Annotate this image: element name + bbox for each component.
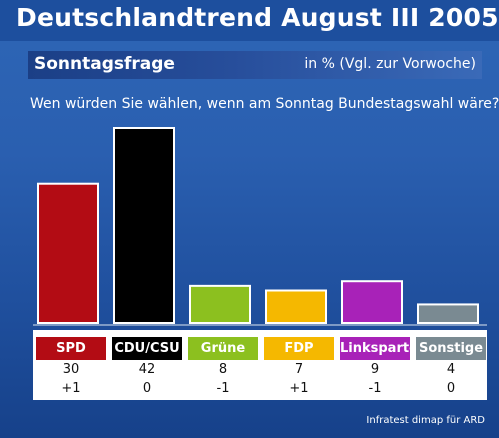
bar-2 xyxy=(189,284,251,325)
change-label-2: -1 xyxy=(216,381,230,396)
change-label-5: 0 xyxy=(446,381,456,396)
survey-question: Wen würden Sie wählen, wenn am Sonntag B… xyxy=(30,96,499,112)
category-label-0: SPD xyxy=(36,337,106,360)
bar-5 xyxy=(417,303,479,324)
category-label-2: Grüne xyxy=(188,337,258,360)
values-table: SPD CDU/CSU Grüne FDP Linkspartei Sonstige 30… xyxy=(33,330,487,400)
source-note: Infratest dimap für ARD xyxy=(366,415,485,426)
category-label-3: FDP xyxy=(264,337,334,360)
category-label-4: Linkspartei xyxy=(340,337,422,360)
change-label-0: +1 xyxy=(61,381,81,396)
value-label-3: 7 xyxy=(294,362,304,377)
value-label-5: 4 xyxy=(446,362,456,377)
unit-label: in % (Vgl. zur Vorwoche) xyxy=(304,56,476,72)
change-label-1: 0 xyxy=(142,381,152,396)
value-label-0: 30 xyxy=(62,362,80,377)
change-label-4: -1 xyxy=(368,381,382,396)
bar-1 xyxy=(113,127,175,324)
change-label-3: +1 xyxy=(289,381,309,396)
title-bar: Deutschlandtrend August III 2005 xyxy=(0,0,499,41)
chart-title: Sonntagsfrage xyxy=(34,54,175,74)
category-row: SPD CDU/CSU Grüne FDP Linkspartei Sonstige xyxy=(33,337,487,360)
bar-3 xyxy=(265,289,327,324)
category-label-5: Sonstige xyxy=(416,337,486,360)
bar-0 xyxy=(37,182,99,324)
value-label-1: 42 xyxy=(138,362,156,377)
bar-4 xyxy=(341,280,403,325)
subheader-bar: Sonntagsfrage in % (Vgl. zur Vorwoche) xyxy=(28,51,482,79)
page-title: Deutschlandtrend August III 2005 xyxy=(16,3,499,32)
value-label-4: 9 xyxy=(370,362,380,377)
category-label-1: CDU/CSU xyxy=(112,337,182,360)
value-label-2: 8 xyxy=(218,362,228,377)
